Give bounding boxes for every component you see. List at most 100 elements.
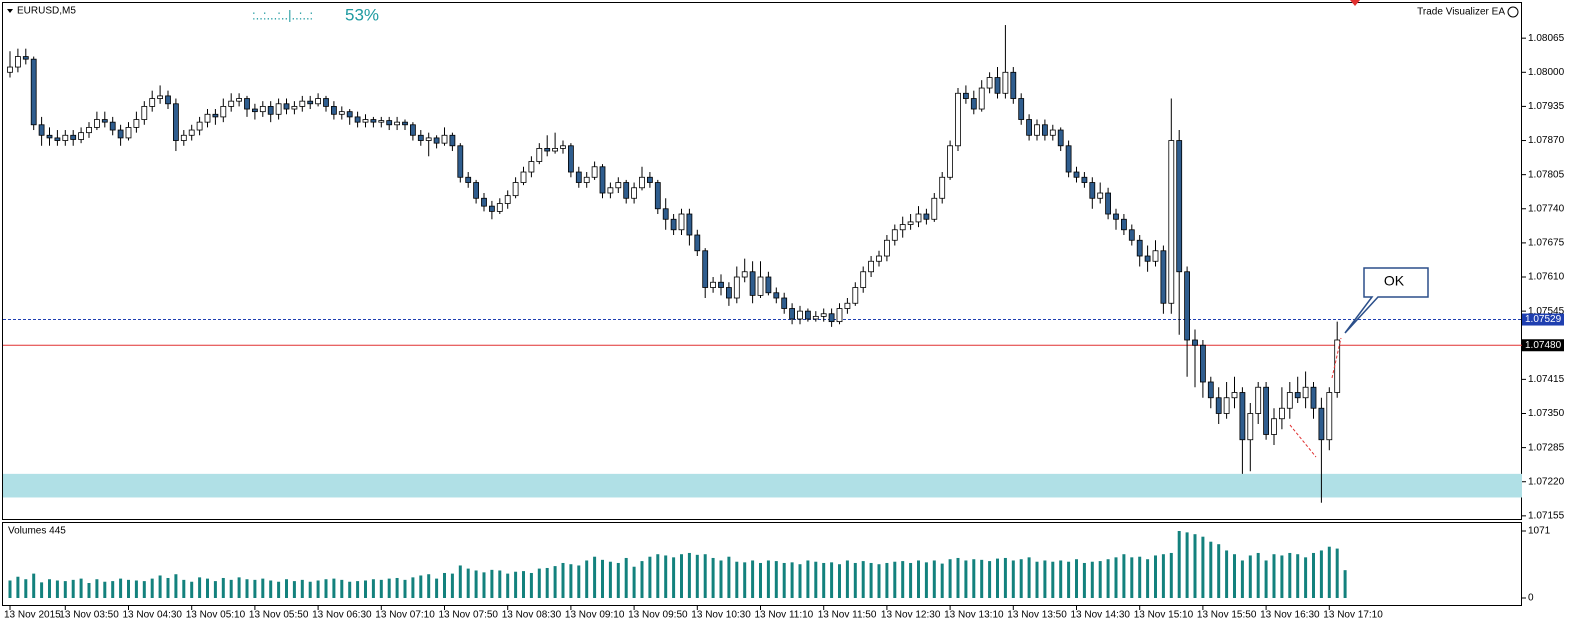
candle-body [212, 113, 219, 118]
candle-body [1152, 250, 1159, 262]
candle-body [639, 176, 645, 189]
trade-line [1289, 337, 1342, 458]
y-tick-label: 1.07610 [1528, 272, 1565, 283]
candle-body [457, 145, 464, 178]
candle-body [939, 176, 946, 199]
candle-body [1034, 124, 1040, 136]
candle-body [188, 129, 195, 136]
x-tick-label: 13 Nov 16:30 [1260, 610, 1320, 621]
candle-body [149, 98, 156, 107]
candle-body [307, 100, 314, 105]
candle-body [820, 313, 827, 317]
candle-body [315, 98, 322, 105]
candle-body [1215, 397, 1222, 414]
candle-body [694, 234, 701, 252]
progress-percent: 53% [345, 5, 379, 24]
candle-body [1081, 176, 1088, 183]
x-tick-label: 13 Nov 03:50 [59, 610, 119, 621]
candle-body [1026, 119, 1032, 136]
candle-body [488, 205, 495, 212]
candle-body [1144, 255, 1151, 262]
candle-body [402, 121, 408, 126]
candle-body [449, 134, 456, 147]
candle-body [552, 148, 558, 152]
x-tick-label: 13 Nov 08:30 [502, 610, 562, 621]
candle-body [157, 95, 164, 99]
candle-body [417, 134, 424, 141]
candle-body [1318, 407, 1325, 441]
candle-body [773, 292, 780, 299]
candle-body [362, 119, 369, 123]
symbol: EURUSD,M5 [17, 6, 76, 17]
candle-body [986, 77, 993, 89]
y-tick-label: 1.08065 [1528, 33, 1565, 44]
candle-body [244, 98, 250, 110]
candle-body [1247, 413, 1254, 441]
price-label: 1.07480 [1525, 340, 1562, 351]
candle-body [575, 171, 582, 183]
volume-frame [2, 522, 1522, 606]
candle-body [291, 106, 298, 110]
candle-body [560, 145, 566, 149]
candle-body [1279, 407, 1285, 420]
price-label-box [1522, 339, 1564, 352]
candle-body [7, 66, 13, 73]
y-tick-label: 1.08000 [1528, 67, 1565, 78]
candle-body [425, 137, 432, 141]
candle-body [1207, 381, 1214, 399]
x-tick-label: 13 Nov 2015 [4, 610, 61, 621]
candle-body [970, 98, 977, 110]
candle-body [330, 106, 337, 115]
candle-body [299, 100, 306, 107]
x-tick-label: 13 Nov 04:30 [123, 610, 183, 621]
candle-body [805, 310, 811, 320]
candle-body [915, 213, 922, 223]
candle-body [267, 106, 274, 115]
candle-body [433, 137, 440, 144]
candle-body [180, 134, 187, 141]
axis-layer: 1.08065 1.08000 1.07935 1.07870 1.07805 1.077… [4, 33, 1565, 621]
candle-body [741, 271, 748, 278]
candle-body [1160, 250, 1167, 304]
candle-body [868, 260, 874, 273]
volume-tick-label: 0 [1528, 593, 1534, 604]
candle-body [623, 182, 630, 199]
candle-body [354, 116, 361, 123]
candle-body [1263, 386, 1269, 435]
candle-body [1065, 145, 1072, 173]
candle-body [749, 271, 756, 296]
candle-body [1223, 397, 1230, 414]
candle-body [678, 213, 685, 231]
candle-body [907, 221, 914, 225]
candle-body [686, 213, 693, 236]
y-tick-label: 1.07805 [1528, 169, 1565, 180]
x-tick-label: 13 Nov 13:10 [944, 610, 1004, 621]
y-tick-label: 1.07870 [1528, 135, 1565, 146]
candle-body [109, 121, 116, 131]
candle-body [923, 213, 930, 220]
candle-body [765, 276, 772, 294]
smiley [1507, 6, 1519, 18]
candle-body [1231, 392, 1238, 399]
candle-body [1128, 229, 1135, 241]
candle-body [220, 106, 227, 118]
candle-body [1200, 344, 1206, 383]
zone [3, 473, 1522, 498]
candle-body [465, 176, 472, 183]
candle-body [1002, 71, 1009, 94]
candle-body [228, 100, 235, 107]
candle-body [1255, 386, 1262, 414]
y-tick-label: 1.07220 [1528, 476, 1565, 487]
candle-body [718, 281, 724, 288]
volume-tick-label: 1071 [1528, 526, 1551, 537]
candle-body [520, 171, 527, 183]
candle-body [394, 121, 401, 126]
candle-body [1286, 392, 1293, 409]
callout-box [1344, 267, 1429, 334]
candle-body [46, 134, 53, 139]
candle-body [1105, 192, 1111, 215]
candle-body [978, 87, 985, 110]
x-tick-label: 13 Nov 13:50 [1007, 610, 1067, 621]
candle-body [1097, 192, 1104, 199]
